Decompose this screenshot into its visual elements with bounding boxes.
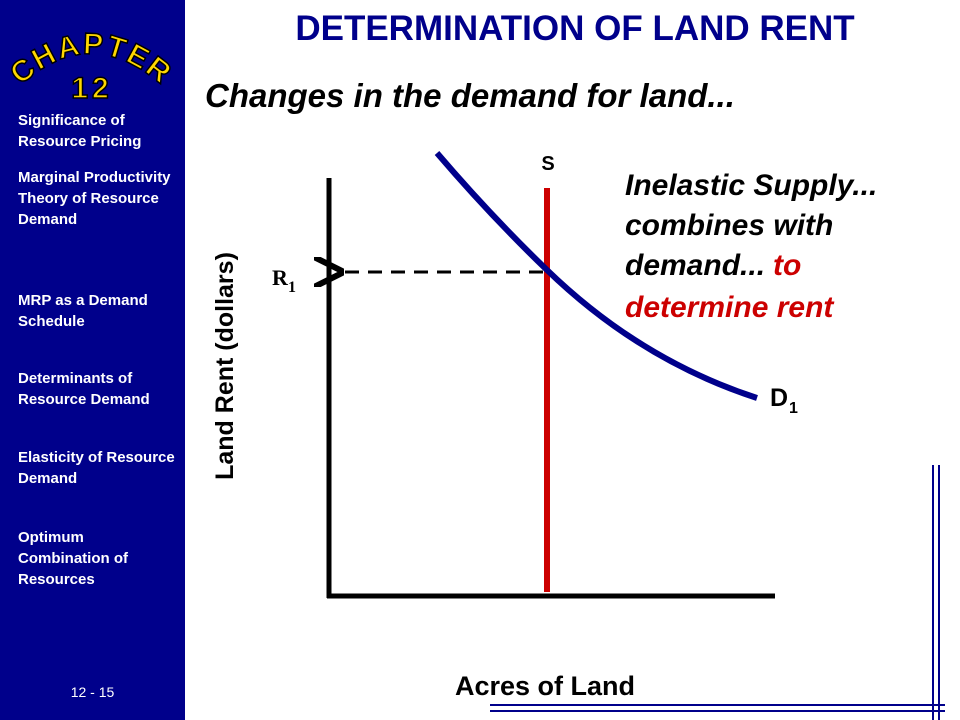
sidebar: Significance of Resource Pricing Margina… — [0, 0, 185, 720]
annotation-text: demand... — [625, 249, 765, 282]
rent-label: R — [272, 265, 289, 290]
annotation-highlight: determine rent — [625, 291, 835, 324]
subtitle: Changes in the demand for land... — [205, 77, 735, 114]
demand-label: D — [770, 384, 788, 412]
annotation-line: combines with — [625, 209, 833, 242]
title: DETERMINATION OF LAND RENT — [295, 9, 854, 48]
demand-subscript: 1 — [789, 400, 798, 417]
annotation-highlight: to — [773, 249, 801, 282]
annotation-line: demand... to — [625, 249, 801, 282]
topic: Optimum Combination of Resources — [18, 529, 128, 588]
topic: Determinants of Resource Demand — [18, 370, 150, 408]
demand-curve — [434, 151, 758, 401]
chapter-number: 12 — [71, 72, 112, 105]
topic: Marginal Productivity Theory of Resource… — [18, 169, 171, 228]
page-number: 12 - 15 — [70, 684, 115, 700]
annotation: Inelastic Supply... combines with demand… — [625, 169, 877, 324]
topic: Significance of Resource Pricing — [18, 112, 142, 150]
x-axis-label: Acres of Land — [455, 671, 635, 701]
y-axis-label: Land Rent (dollars) — [211, 252, 239, 480]
annotation-line: Inelastic Supply... — [625, 169, 877, 202]
topic: MRP as a Demand Schedule — [18, 292, 148, 330]
topic: Elasticity of Resource Demand — [18, 449, 175, 487]
rent-subscript: 1 — [288, 279, 296, 296]
supply-label: S — [541, 153, 554, 175]
